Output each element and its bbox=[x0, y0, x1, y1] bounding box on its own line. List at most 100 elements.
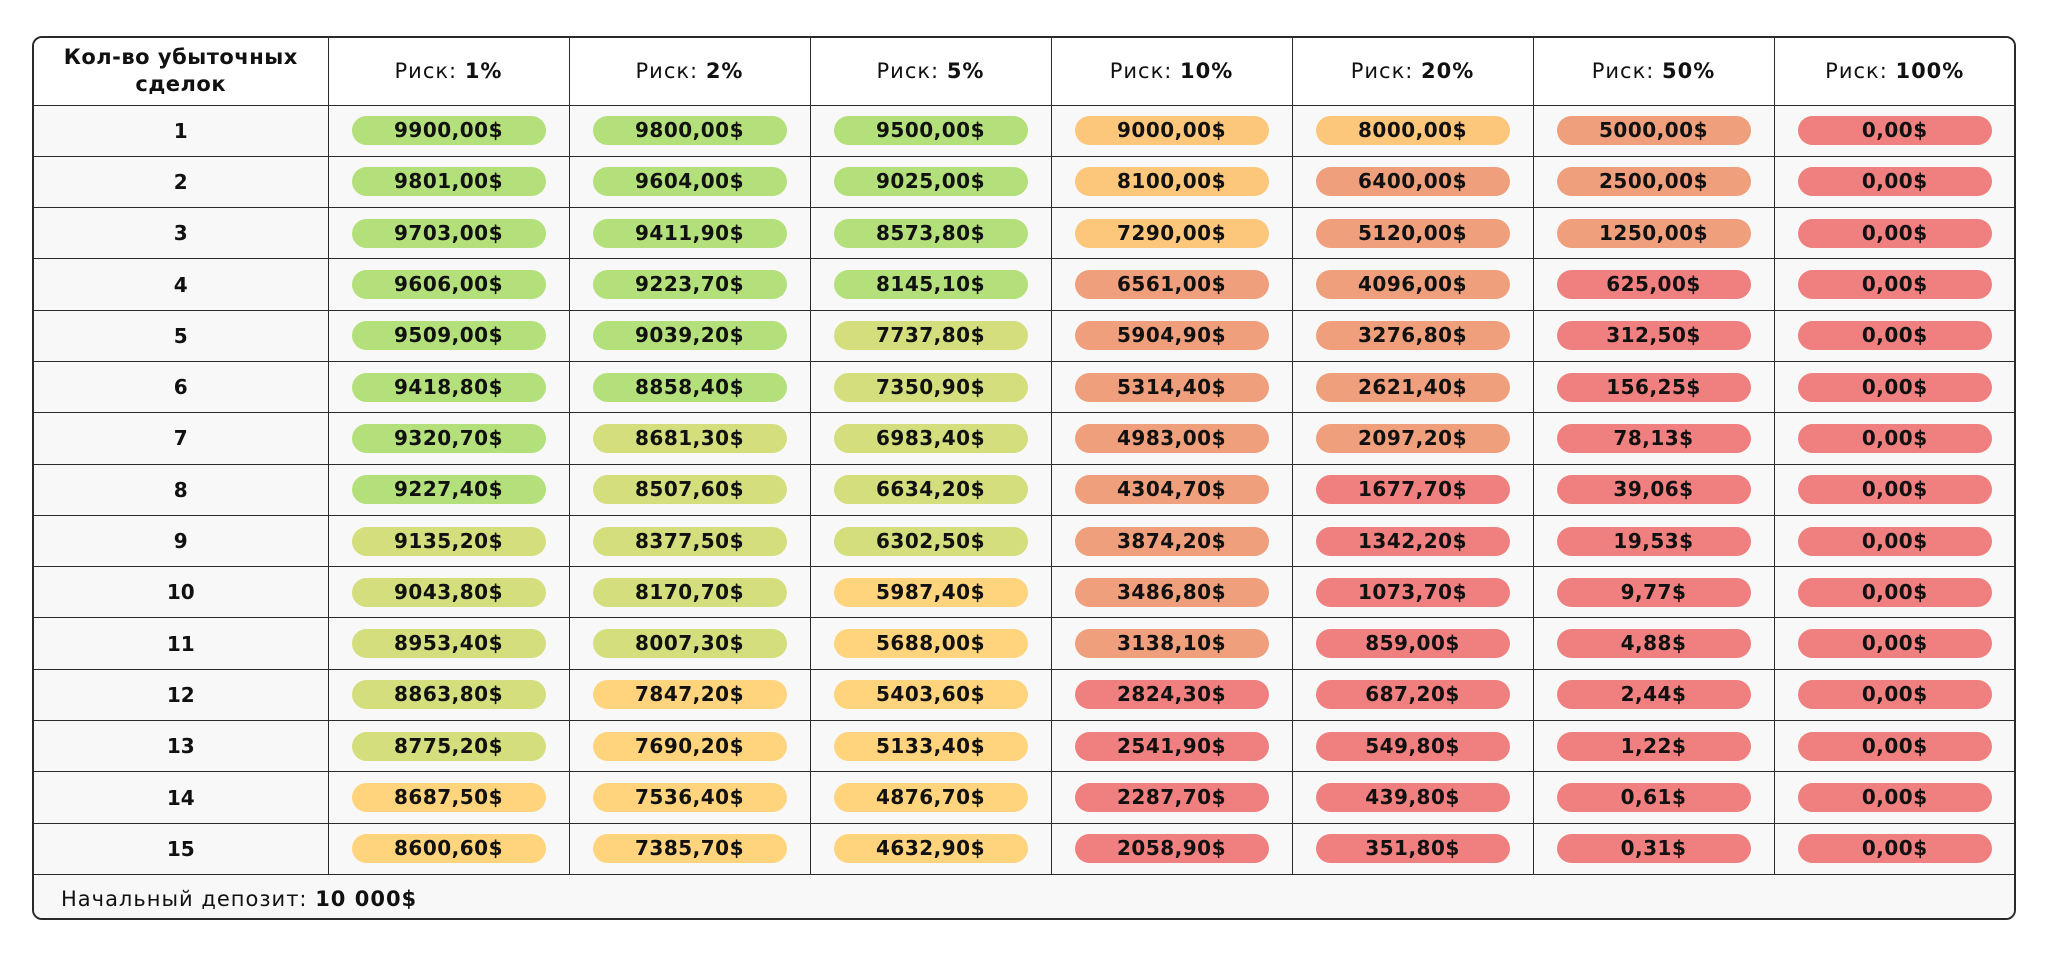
balance-cell: 39,06$ bbox=[1532, 463, 1775, 516]
balance-cell: 9043,80$ bbox=[327, 566, 570, 619]
balance-pill: 6983,40$ bbox=[833, 423, 1028, 453]
balance-cell: 9411,90$ bbox=[568, 207, 811, 260]
balance-pill: 9000,00$ bbox=[1074, 116, 1269, 146]
balance-cell: 8681,30$ bbox=[568, 412, 811, 465]
balance-pill: 0,00$ bbox=[1797, 680, 1992, 710]
balance-pill: 0,31$ bbox=[1556, 834, 1751, 864]
balance-cell: 6561,00$ bbox=[1050, 258, 1293, 311]
initial-deposit-note: Начальный депозит: 10 000$ bbox=[34, 873, 2014, 918]
balance-cell: 5133,40$ bbox=[809, 720, 1052, 773]
balance-cell: 1342,20$ bbox=[1291, 514, 1534, 568]
balance-pill: 9043,80$ bbox=[351, 577, 546, 607]
balance-cell: 7690,20$ bbox=[568, 720, 811, 773]
balance-pill: 9411,90$ bbox=[592, 218, 787, 248]
balance-pill: 4096,00$ bbox=[1315, 270, 1510, 300]
balance-pill: 0,00$ bbox=[1797, 629, 1992, 659]
balance-cell: 2,44$ bbox=[1532, 668, 1775, 722]
balance-pill: 7847,20$ bbox=[592, 680, 787, 710]
balance-pill: 2541,90$ bbox=[1074, 731, 1269, 761]
balance-pill: 0,00$ bbox=[1797, 526, 1992, 556]
balance-cell: 0,00$ bbox=[1773, 412, 2014, 465]
table-body: 1 9900,00$ 9800,00$ 9500,00$ 9000,00$ 8000,00… bbox=[34, 104, 2014, 875]
balance-cell: 312,50$ bbox=[1532, 309, 1775, 362]
balance-cell: 9800,00$ bbox=[568, 104, 811, 157]
balance-pill: 7350,90$ bbox=[833, 372, 1028, 402]
balance-cell: 2824,30$ bbox=[1050, 668, 1293, 722]
balance-pill: 2824,30$ bbox=[1074, 680, 1269, 710]
table-row: 9 9135,20$ 8377,50$ 6302,50$ 3874,20$ 1342,20… bbox=[34, 514, 2014, 568]
balance-pill: 439,80$ bbox=[1315, 783, 1510, 812]
balance-cell: 0,00$ bbox=[1773, 155, 2014, 209]
balance-cell: 5314,40$ bbox=[1050, 360, 1293, 414]
balance-cell: 549,80$ bbox=[1291, 720, 1534, 773]
table-row: 8 9227,40$ 8507,60$ 6634,20$ 4304,70$ 1677,70… bbox=[34, 463, 2014, 516]
table-row: 12 8863,80$ 7847,20$ 5403,60$ 2824,30$ 687,20… bbox=[34, 668, 2014, 722]
balance-pill: 8145,10$ bbox=[833, 270, 1028, 300]
balance-pill: 19,53$ bbox=[1556, 526, 1751, 556]
losing-trades-count-cell: 6 bbox=[34, 360, 329, 414]
balance-cell: 3276,80$ bbox=[1291, 309, 1534, 362]
balance-pill: 9800,00$ bbox=[592, 116, 787, 146]
balance-cell: 5000,00$ bbox=[1532, 104, 1775, 157]
balance-pill: 0,00$ bbox=[1797, 834, 1992, 864]
balance-cell: 1073,70$ bbox=[1291, 566, 1534, 619]
balance-pill: 9135,20$ bbox=[351, 526, 546, 556]
balance-cell: 0,00$ bbox=[1773, 309, 2014, 362]
balance-pill: 5133,40$ bbox=[833, 731, 1028, 761]
balance-pill: 8573,80$ bbox=[833, 218, 1028, 248]
balance-cell: 8600,60$ bbox=[327, 822, 570, 875]
balance-cell: 2287,70$ bbox=[1050, 771, 1293, 824]
initial-deposit-value: 10 000$ bbox=[315, 886, 418, 911]
losing-trades-count-cell: 15 bbox=[34, 822, 329, 875]
balance-cell: 4876,70$ bbox=[809, 771, 1052, 824]
balance-cell: 9135,20$ bbox=[327, 514, 570, 568]
balance-cell: 9801,00$ bbox=[327, 155, 570, 209]
risk-header-prefix: Риск: bbox=[1350, 59, 1422, 84]
balance-pill: 0,00$ bbox=[1797, 783, 1992, 812]
table-row: 13 8775,20$ 7690,20$ 5133,40$ 2541,90$ 549,80… bbox=[34, 720, 2014, 773]
balance-cell: 8687,50$ bbox=[327, 771, 570, 824]
risk-header-prefix: Риск: bbox=[876, 59, 947, 84]
balance-pill: 9509,00$ bbox=[351, 321, 546, 351]
balance-pill: 0,00$ bbox=[1797, 475, 1992, 505]
balance-cell: 8145,10$ bbox=[809, 258, 1052, 311]
balance-pill: 9500,00$ bbox=[833, 116, 1028, 146]
risk-header-value: 20% bbox=[1421, 59, 1475, 84]
balance-pill: 0,00$ bbox=[1797, 321, 1992, 351]
balance-pill: 8007,30$ bbox=[592, 629, 787, 659]
balance-cell: 8953,40$ bbox=[327, 617, 570, 670]
balance-cell: 0,00$ bbox=[1773, 463, 2014, 516]
balance-pill: 9320,70$ bbox=[351, 423, 546, 453]
balance-pill: 0,00$ bbox=[1797, 167, 1992, 197]
balance-pill: 1677,70$ bbox=[1315, 475, 1510, 505]
risk-header-4: Риск: 10% bbox=[1050, 38, 1293, 106]
balance-cell: 2097,20$ bbox=[1291, 412, 1534, 465]
balance-cell: 19,53$ bbox=[1532, 514, 1775, 568]
balance-cell: 8507,60$ bbox=[568, 463, 811, 516]
balance-cell: 351,80$ bbox=[1291, 822, 1534, 875]
risk-header-value: 2% bbox=[705, 59, 744, 84]
balance-cell: 8007,30$ bbox=[568, 617, 811, 670]
balance-cell: 7385,70$ bbox=[568, 822, 811, 875]
balance-cell: 0,00$ bbox=[1773, 822, 2014, 875]
balance-cell: 5403,60$ bbox=[809, 668, 1052, 722]
balance-pill: 9223,70$ bbox=[592, 270, 787, 300]
balance-pill: 3276,80$ bbox=[1315, 321, 1510, 351]
balance-pill: 9900,00$ bbox=[351, 116, 546, 146]
balance-pill: 0,00$ bbox=[1797, 731, 1992, 761]
balance-cell: 9,77$ bbox=[1532, 566, 1775, 619]
risk-header-prefix: Риск: bbox=[1591, 59, 1663, 84]
balance-cell: 2058,90$ bbox=[1050, 822, 1293, 875]
balance-cell: 9418,80$ bbox=[327, 360, 570, 414]
balance-pill: 3486,80$ bbox=[1074, 577, 1269, 607]
balance-pill: 2621,40$ bbox=[1315, 372, 1510, 402]
risk-header-value: 1% bbox=[464, 59, 503, 84]
balance-pill: 625,00$ bbox=[1556, 270, 1751, 300]
balance-pill: 8953,40$ bbox=[351, 629, 546, 659]
balance-pill: 8687,50$ bbox=[351, 783, 546, 812]
balance-pill: 7290,00$ bbox=[1074, 218, 1269, 248]
balance-pill: 8170,70$ bbox=[592, 577, 787, 607]
losing-trades-count-cell: 10 bbox=[34, 566, 329, 619]
balance-cell: 9509,00$ bbox=[327, 309, 570, 362]
balance-cell: 8377,50$ bbox=[568, 514, 811, 568]
